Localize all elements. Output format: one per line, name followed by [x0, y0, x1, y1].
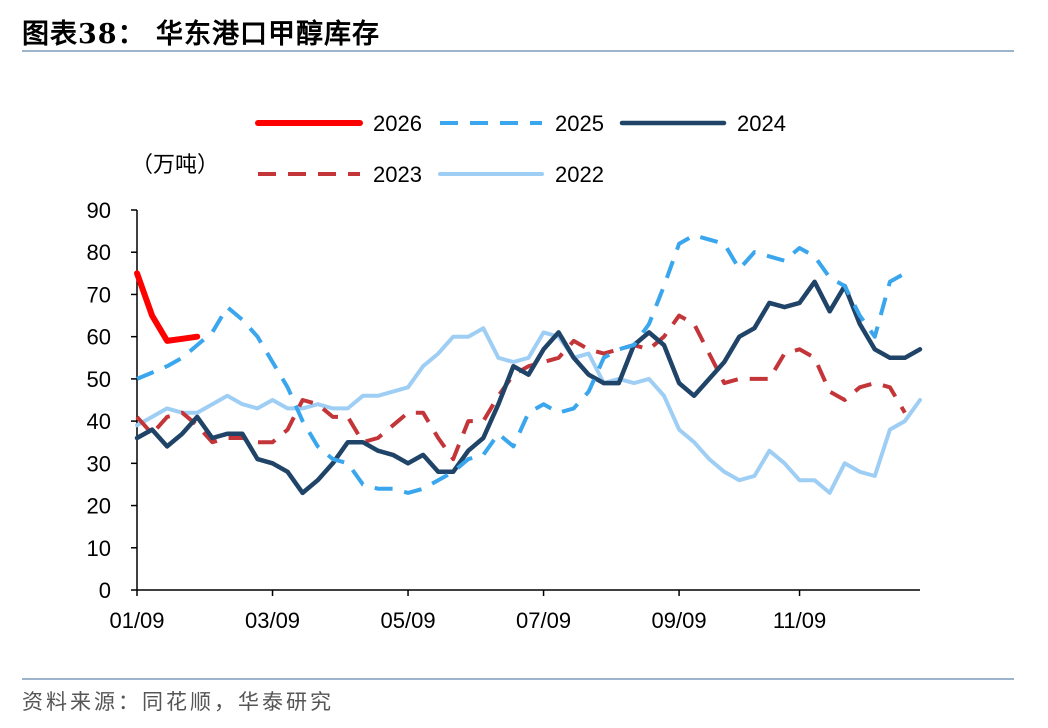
y-tick-label: 40 — [87, 409, 111, 434]
y-tick-label: 90 — [87, 198, 111, 223]
series-line-2026 — [134, 270, 201, 344]
y-tick-label: 10 — [87, 536, 111, 561]
series-line-2024 — [134, 279, 923, 496]
y-tick-label: 60 — [87, 325, 111, 350]
chart-series — [134, 233, 923, 496]
x-tick-label: 05/09 — [381, 608, 436, 633]
y-unit-label: （万吨） — [131, 152, 219, 177]
series-line-2025 — [136, 233, 906, 495]
source-rule — [22, 678, 1014, 680]
x-tick-label: 03/09 — [245, 608, 300, 633]
chart-axes: 0 10 20 30 40 50 60 70 80 90 01/09 03/09 05/09 07/09 0… — [87, 198, 920, 633]
y-tick-label: 0 — [99, 578, 111, 603]
x-tick-label: 07/09 — [516, 608, 571, 633]
y-tick-label: 80 — [87, 240, 111, 265]
y-tick-label: 30 — [87, 451, 111, 476]
y-tick-label: 20 — [87, 494, 111, 519]
x-tick-label: 09/09 — [652, 608, 707, 633]
legend-label: 2023 — [373, 162, 422, 187]
legend-label: 2025 — [555, 111, 604, 136]
chart-legend: 2026 2025 2024 2023 2022 — [255, 111, 786, 187]
source-note: 资料来源：同花顺，华泰研究 — [22, 690, 334, 714]
series-line-2022 — [135, 326, 922, 495]
legend-label: 2022 — [555, 162, 604, 187]
series-line-2023 — [135, 313, 907, 462]
legend-label: 2026 — [373, 111, 422, 136]
y-tick-label: 50 — [87, 367, 111, 392]
y-tick-label: 70 — [87, 282, 111, 307]
x-tick-label: 01/09 — [109, 608, 164, 633]
figure-title: 图表38： 华东港口甲醇库存 — [22, 19, 380, 50]
legend-label: 2024 — [737, 111, 786, 136]
x-tick-label: 11/09 — [773, 608, 826, 633]
title-rule — [22, 50, 1014, 52]
